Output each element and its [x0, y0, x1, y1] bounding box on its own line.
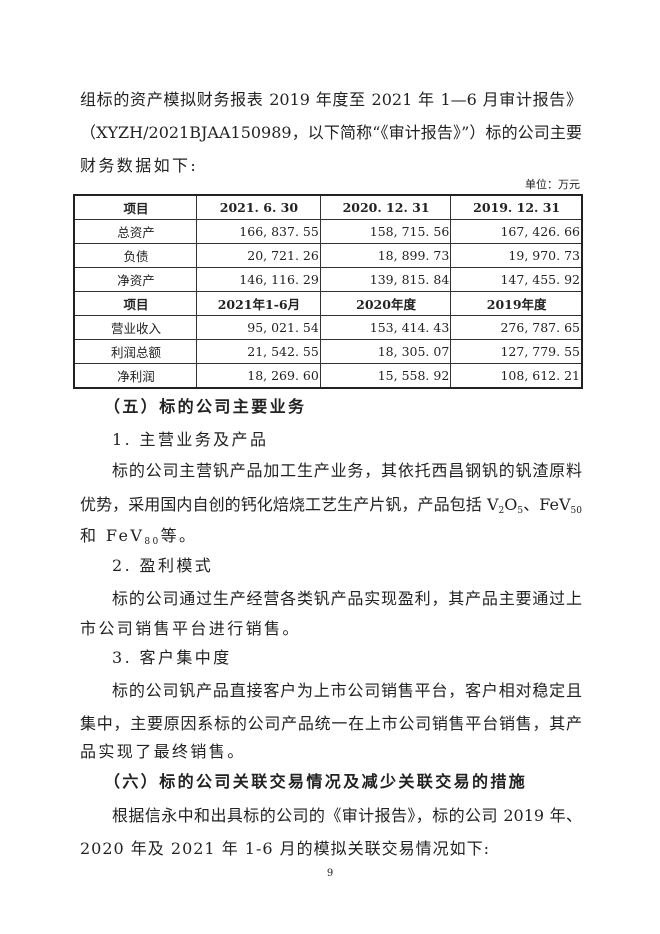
table-cell: 19, 970. 73	[450, 243, 583, 268]
table-header: 2019. 12. 31	[450, 194, 583, 220]
table-cell: 15, 558. 92	[319, 363, 452, 389]
table-row: 净利润 18, 269. 60 15, 558. 92 108, 612. 21	[73, 363, 583, 389]
table-cell: 166, 837. 55	[196, 219, 321, 244]
table-header-row: 项目 2021. 6. 30 2020. 12. 31 2019. 12. 31	[73, 194, 583, 220]
table-cell: 139, 815. 84	[319, 267, 452, 292]
table-row: 营业收入 95, 021. 54 153, 414. 43 276, 787. …	[73, 315, 583, 340]
section-heading: （六）标的公司关联交易情况及减少关联交易的措施	[104, 772, 528, 791]
body-text-line: 市公司销售平台进行销售。	[80, 619, 301, 638]
body-text-line: （XYZH/2021BJAA150989，以下简称“《审计报告》”）标的公司主要	[80, 123, 582, 142]
table-cell: 负债	[73, 243, 197, 268]
subheading: 1. 主营业务及产品	[112, 430, 269, 449]
page-number: 9	[326, 868, 334, 879]
table-row: 总资产 166, 837. 55 158, 715. 56 167, 426. …	[73, 219, 583, 244]
table-header: 2019年度	[450, 291, 583, 316]
table-row: 负债 20, 721. 26 18, 899. 73 19, 970. 73	[73, 243, 583, 268]
table-header: 2021年1-6月	[196, 291, 321, 316]
table-header: 项目	[73, 194, 197, 220]
table-row: 利润总额 21, 542. 55 18, 305. 07 127, 779. 5…	[73, 339, 583, 364]
table-cell: 18, 305. 07	[319, 339, 452, 364]
table-header: 2020. 12. 31	[319, 194, 452, 220]
table-cell: 167, 426. 66	[450, 219, 583, 244]
unit-label: 单位：万元	[525, 178, 580, 191]
table-cell: 总资产	[73, 219, 197, 244]
table-header-row: 项目 2021年1-6月 2020年度 2019年度	[73, 291, 583, 316]
body-text-line: 2020 年及 2021 年 1-6 月的模拟关联交易情况如下:	[80, 839, 491, 858]
table-cell: 净资产	[73, 267, 197, 292]
table-cell: 利润总额	[73, 339, 197, 364]
table-cell: 108, 612. 21	[450, 363, 583, 389]
body-text-line: 品实现了最终销售。	[80, 742, 246, 761]
body-text-line: 标的公司主营钒产品加工生产业务，其依托西昌钢钒的钒渣原料	[112, 461, 582, 480]
table-cell: 146, 116. 29	[196, 267, 321, 292]
section-heading: （五）标的公司主要业务	[104, 397, 307, 416]
table-cell: 147, 455. 92	[450, 267, 583, 292]
body-text-line: 优势，采用国内自创的钙化焙烧工艺生产片钒，产品包括 V2O5、FeV50	[80, 495, 582, 516]
table-cell: 276, 787. 65	[450, 315, 583, 340]
table-cell: 153, 414. 43	[319, 315, 452, 340]
table-cell: 21, 542. 55	[196, 339, 321, 364]
table-header: 2021. 6. 30	[196, 194, 321, 220]
table-cell: 95, 021. 54	[196, 315, 321, 340]
body-text-line: 根据信永中和出具标的公司的《审计报告》，标的公司 2019 年、	[112, 806, 582, 825]
table-cell: 20, 721. 26	[196, 243, 321, 268]
body-text-line: 和 FeV80等。	[80, 526, 198, 547]
subheading: 2. 盈利模式	[112, 556, 214, 575]
table-cell: 净利润	[73, 363, 197, 389]
body-text-line: 标的公司钒产品直接客户为上市公司销售平台，客户相对稳定且	[112, 681, 582, 700]
table-header: 项目	[73, 291, 197, 316]
table-row: 净资产 146, 116. 29 139, 815. 84 147, 455. …	[73, 267, 583, 292]
body-text-line: 标的公司通过生产经营各类钒产品实现盈利，其产品主要通过上	[112, 589, 582, 608]
financial-data-table: 项目 2021. 6. 30 2020. 12. 31 2019. 12. 31…	[73, 194, 583, 389]
table-cell: 18, 899. 73	[319, 243, 452, 268]
body-text-line: 集中，主要原因系标的公司产品统一在上市公司销售平台销售，其产	[80, 714, 582, 733]
table-cell: 18, 269. 60	[196, 363, 321, 389]
table-cell: 127, 779. 55	[450, 339, 583, 364]
table-cell: 营业收入	[73, 315, 197, 340]
body-text-line: 财务数据如下:	[80, 156, 199, 175]
table-cell: 158, 715. 56	[319, 219, 452, 244]
body-text-line: 组标的资产模拟财务报表 2019 年度至 2021 年 1—6 月审计报告》	[80, 90, 582, 109]
subheading: 3. 客户集中度	[112, 648, 232, 667]
table-header: 2020年度	[319, 291, 452, 316]
